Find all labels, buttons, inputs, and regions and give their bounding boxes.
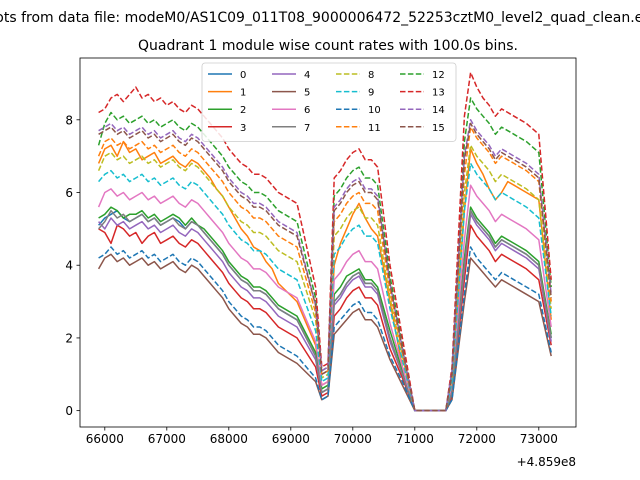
y-tick-label: 8 xyxy=(65,113,73,127)
legend-label-5: 5 xyxy=(304,88,310,99)
figure-suptitle: Plots from data file: modeM0/AS1C09_011T… xyxy=(0,10,640,26)
series-line-2 xyxy=(98,206,552,412)
x-tick-label: 73000 xyxy=(520,432,558,446)
legend-label-2: 2 xyxy=(240,105,246,116)
legend-label-10: 10 xyxy=(368,105,381,116)
legend-label-0: 0 xyxy=(240,70,246,81)
x-tick-label: 66000 xyxy=(86,432,124,446)
series-line-3 xyxy=(98,224,552,412)
plot-area: 66000 67000 68000 69000 70000 71000 72000 73000… xyxy=(65,57,577,446)
y-tick-label: 0 xyxy=(65,404,73,418)
x-tick-label: 70000 xyxy=(334,432,372,446)
y-tick-label: 4 xyxy=(65,259,73,273)
y-tick-label: 6 xyxy=(65,186,73,200)
legend-label-15: 15 xyxy=(432,123,445,134)
legend-label-13: 13 xyxy=(432,88,445,99)
legend-label-4: 4 xyxy=(304,70,310,81)
x-axis-offset-label: +4.859e8 xyxy=(517,455,576,469)
legend-label-14: 14 xyxy=(432,105,445,116)
legend-label-1: 1 xyxy=(240,88,246,99)
x-tick-label: 72000 xyxy=(458,432,496,446)
legend-label-3: 3 xyxy=(240,123,246,134)
y-tick-label: 2 xyxy=(65,331,73,345)
series-line-15 xyxy=(98,122,552,412)
series-line-12 xyxy=(97,97,552,412)
legend-label-8: 8 xyxy=(368,70,374,81)
legend-label-11: 11 xyxy=(368,123,381,134)
series-line-10 xyxy=(98,246,552,412)
series-line-8 xyxy=(97,144,552,412)
series-lines xyxy=(97,71,552,412)
series-line-13 xyxy=(98,71,552,412)
series-line-6 xyxy=(97,184,552,412)
series-line-7 xyxy=(98,209,552,412)
legend-label-9: 9 xyxy=(368,88,374,99)
series-line-5 xyxy=(97,253,552,412)
legend-label-6: 6 xyxy=(304,105,310,116)
legend-label-7: 7 xyxy=(304,123,310,134)
x-tick-label: 69000 xyxy=(272,432,310,446)
x-tick-label: 67000 xyxy=(148,432,186,446)
legend-box xyxy=(201,62,457,142)
axes-frame xyxy=(79,57,577,428)
chart-title: Quadrant 1 module wise count rates with … xyxy=(138,38,518,54)
x-tick-label: 68000 xyxy=(210,432,248,446)
legend-label-12: 12 xyxy=(432,70,445,81)
x-tick-label: 71000 xyxy=(396,432,434,446)
series-line-9 xyxy=(98,162,552,412)
